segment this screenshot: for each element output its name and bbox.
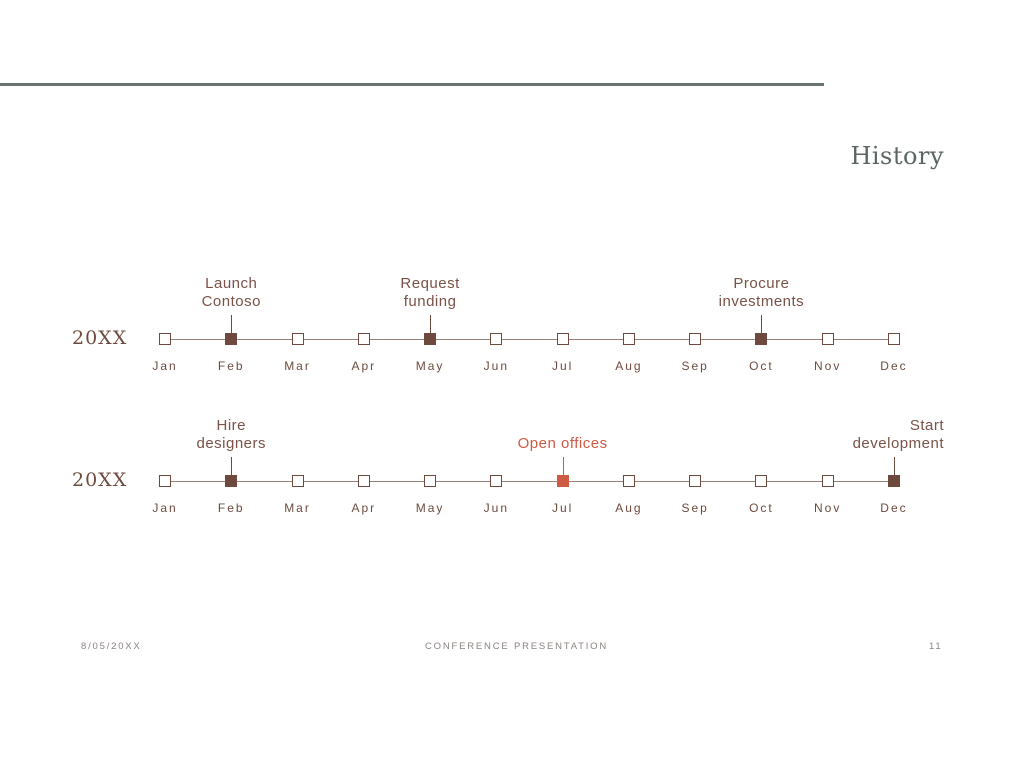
month-marker-oct bbox=[755, 333, 768, 345]
month-marker-feb bbox=[225, 475, 238, 487]
month-label-apr: Apr bbox=[351, 359, 377, 373]
event-label-feb: Hire designers bbox=[196, 417, 267, 452]
timeline-track bbox=[165, 339, 894, 340]
month-label-jul: Jul bbox=[551, 501, 574, 515]
footer-date: 8/05/20XX bbox=[81, 641, 142, 652]
event-label-may: Request funding bbox=[400, 275, 460, 310]
month-label-sep: Sep bbox=[681, 359, 709, 373]
month-label-mar: Mar bbox=[284, 359, 311, 373]
month-label-nov: Nov bbox=[814, 359, 842, 373]
month-marker-jun bbox=[490, 475, 503, 487]
event-label-feb: Launch Contoso bbox=[201, 275, 261, 310]
month-marker-jan bbox=[159, 333, 171, 345]
month-marker-jul bbox=[556, 333, 569, 345]
month-label-dec: Dec bbox=[880, 359, 908, 373]
month-marker-sep bbox=[689, 475, 702, 487]
event-label-dec: Start development bbox=[852, 417, 944, 452]
month-marker-jan bbox=[159, 475, 171, 487]
footer-title: CONFERENCE PRESENTATION bbox=[425, 641, 609, 652]
month-marker-dec bbox=[887, 475, 900, 487]
month-marker-may bbox=[424, 475, 437, 487]
month-marker-aug bbox=[622, 333, 635, 345]
month-marker-mar bbox=[291, 333, 304, 345]
footer-page-number: 11 bbox=[929, 641, 943, 652]
timeline-year: 20XX bbox=[72, 327, 128, 349]
month-label-mar: Mar bbox=[284, 501, 311, 515]
month-label-aug: Aug bbox=[615, 359, 643, 373]
month-label-aug: Aug bbox=[615, 501, 643, 515]
month-marker-nov bbox=[821, 475, 834, 487]
month-marker-feb bbox=[225, 333, 238, 345]
month-label-may: May bbox=[415, 359, 445, 373]
event-connector bbox=[761, 315, 763, 333]
event-label-jul: Open offices bbox=[517, 435, 608, 452]
month-marker-aug bbox=[622, 475, 635, 487]
month-marker-may bbox=[424, 333, 437, 345]
event-connector bbox=[562, 457, 564, 475]
month-marker-jun bbox=[490, 333, 503, 345]
event-connector bbox=[893, 457, 895, 475]
month-label-feb: Feb bbox=[217, 501, 245, 515]
month-marker-apr bbox=[357, 333, 370, 345]
month-label-dec: Dec bbox=[880, 501, 908, 515]
month-label-feb: Feb bbox=[217, 359, 245, 373]
month-label-jun: Jun bbox=[483, 359, 510, 373]
month-marker-apr bbox=[357, 475, 370, 487]
event-connector bbox=[430, 315, 432, 333]
timeline-year: 20XX bbox=[72, 469, 128, 491]
month-label-oct: Oct bbox=[749, 359, 774, 373]
timeline-track bbox=[165, 481, 894, 482]
event-label-oct: Procure investments bbox=[718, 275, 805, 310]
month-marker-sep bbox=[689, 333, 702, 345]
month-marker-oct bbox=[755, 475, 768, 487]
slide-title: History bbox=[850, 142, 944, 170]
month-label-jun: Jun bbox=[483, 501, 510, 515]
month-label-jul: Jul bbox=[551, 359, 574, 373]
event-connector bbox=[231, 457, 233, 475]
month-label-apr: Apr bbox=[351, 501, 377, 515]
month-label-jan: Jan bbox=[152, 501, 178, 515]
header-rule bbox=[0, 83, 824, 86]
month-label-jan: Jan bbox=[152, 359, 178, 373]
month-marker-jul bbox=[556, 475, 569, 487]
event-connector bbox=[231, 315, 233, 333]
month-label-may: May bbox=[415, 501, 445, 515]
month-label-nov: Nov bbox=[814, 501, 842, 515]
month-marker-nov bbox=[821, 333, 834, 345]
month-marker-dec bbox=[887, 333, 900, 345]
month-label-sep: Sep bbox=[681, 501, 709, 515]
month-marker-mar bbox=[291, 475, 304, 487]
month-label-oct: Oct bbox=[749, 501, 774, 515]
